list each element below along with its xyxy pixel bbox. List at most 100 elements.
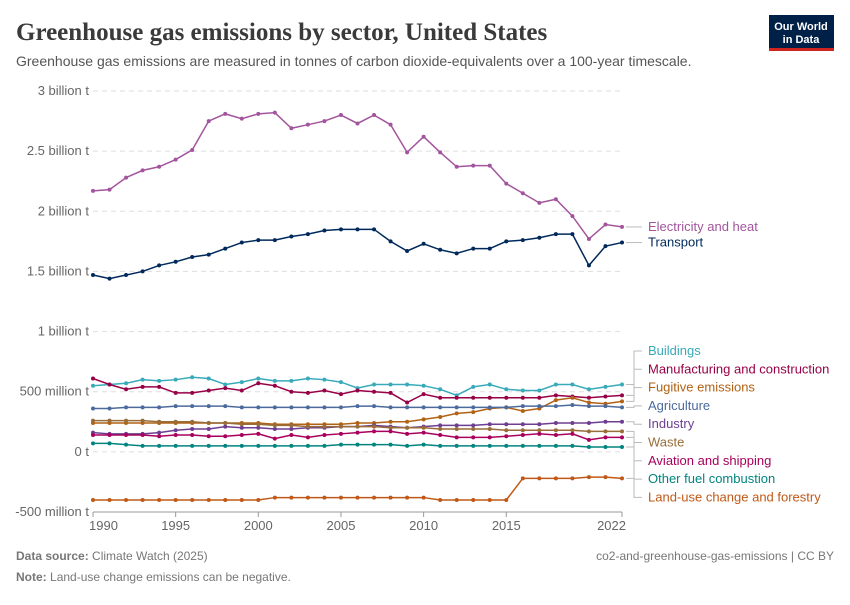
- data-point: [553, 443, 558, 448]
- data-point: [504, 387, 509, 392]
- data-point: [305, 376, 310, 381]
- data-point: [338, 424, 343, 429]
- data-point: [388, 390, 393, 395]
- data-point: [620, 399, 624, 404]
- logo[interactable]: Our World in Data: [769, 15, 834, 51]
- data-point: [223, 386, 228, 391]
- data-point: [239, 425, 244, 430]
- data-point: [388, 495, 393, 500]
- data-point: [620, 240, 624, 245]
- data-point: [421, 417, 426, 422]
- data-point: [520, 404, 525, 409]
- legend-label[interactable]: Agriculture: [648, 398, 710, 413]
- data-point: [107, 187, 112, 192]
- data-point: [355, 404, 360, 409]
- data-point: [471, 423, 476, 428]
- data-point: [140, 443, 145, 448]
- data-point: [520, 422, 525, 427]
- y-tick-label: 3 billion t: [38, 83, 90, 98]
- data-point: [405, 382, 410, 387]
- legend-label[interactable]: Electricity and heat: [648, 219, 758, 234]
- data-point: [421, 383, 426, 388]
- label-connector: [626, 350, 642, 385]
- data-point: [438, 443, 443, 448]
- data-point: [355, 121, 360, 126]
- data-point: [223, 443, 228, 448]
- data-point: [487, 163, 492, 168]
- data-point: [239, 433, 244, 438]
- legend-label[interactable]: Industry: [648, 416, 695, 431]
- data-point: [140, 405, 145, 410]
- data-point: [504, 405, 509, 410]
- data-point: [239, 497, 244, 502]
- data-point: [91, 497, 95, 502]
- data-point: [620, 445, 624, 450]
- legend-label[interactable]: Waste: [648, 435, 684, 450]
- legend-label[interactable]: Land-use change and forestry: [648, 489, 821, 504]
- data-point: [438, 414, 443, 419]
- data-point: [620, 476, 624, 481]
- data-point: [272, 405, 277, 410]
- data-point: [438, 427, 443, 432]
- data-point: [173, 390, 178, 395]
- legend-label[interactable]: Aviation and shipping: [648, 453, 771, 468]
- data-point: [190, 443, 195, 448]
- data-point: [454, 411, 459, 416]
- data-point: [91, 383, 95, 388]
- data-point: [190, 427, 195, 432]
- data-point: [603, 475, 608, 480]
- legend-label[interactable]: Fugitive emissions: [648, 380, 755, 395]
- chart-title: Greenhouse gas emissions by sector, Unit…: [16, 19, 548, 46]
- data-point: [388, 429, 393, 434]
- data-point: [272, 423, 277, 428]
- data-point: [471, 497, 476, 502]
- data-point: [289, 495, 294, 500]
- legend-label[interactable]: Transport: [648, 235, 704, 250]
- data-point: [107, 406, 112, 411]
- data-point: [256, 443, 261, 448]
- label-connector: [626, 446, 642, 480]
- data-point: [438, 433, 443, 438]
- data-point: [487, 395, 492, 400]
- data-point: [256, 405, 261, 410]
- data-point: [289, 427, 294, 432]
- data-point: [504, 434, 509, 439]
- data-point: [355, 495, 360, 500]
- legend-label[interactable]: Buildings: [648, 343, 701, 358]
- data-point: [454, 423, 459, 428]
- data-point: [272, 378, 277, 383]
- data-point: [124, 175, 129, 180]
- note: Note: Land-use change emissions can be n…: [16, 570, 291, 584]
- data-point: [372, 442, 377, 447]
- legend-label[interactable]: Other fuel combustion: [648, 471, 775, 486]
- data-point: [338, 431, 343, 436]
- data-point: [355, 430, 360, 435]
- data-point: [586, 429, 591, 434]
- data-point: [190, 375, 195, 380]
- data-point: [603, 384, 608, 389]
- data-point: [223, 382, 228, 387]
- data-point: [338, 442, 343, 447]
- data-point: [471, 384, 476, 389]
- legend-label[interactable]: Manufacturing and construction: [648, 361, 829, 376]
- source-text: Climate Watch (2025): [92, 549, 208, 563]
- data-point: [421, 442, 426, 447]
- data-point: [372, 382, 377, 387]
- logo-text: in Data: [783, 34, 821, 46]
- credit[interactable]: co2-and-greenhouse-gas-emissions | CC BY: [596, 549, 834, 563]
- source-label: Data source:: [16, 549, 89, 563]
- data-point: [405, 495, 410, 500]
- data-point: [256, 238, 261, 243]
- data-point: [586, 445, 591, 450]
- series-line: [93, 396, 623, 425]
- label-connector: [626, 405, 642, 408]
- data-point: [206, 434, 211, 439]
- data-point: [620, 382, 624, 387]
- data-point: [504, 428, 509, 433]
- data-point: [289, 378, 294, 383]
- data-point: [256, 497, 261, 502]
- label-connector: [626, 477, 642, 498]
- data-point: [388, 425, 393, 430]
- data-point: [520, 388, 525, 393]
- data-point: [520, 476, 525, 481]
